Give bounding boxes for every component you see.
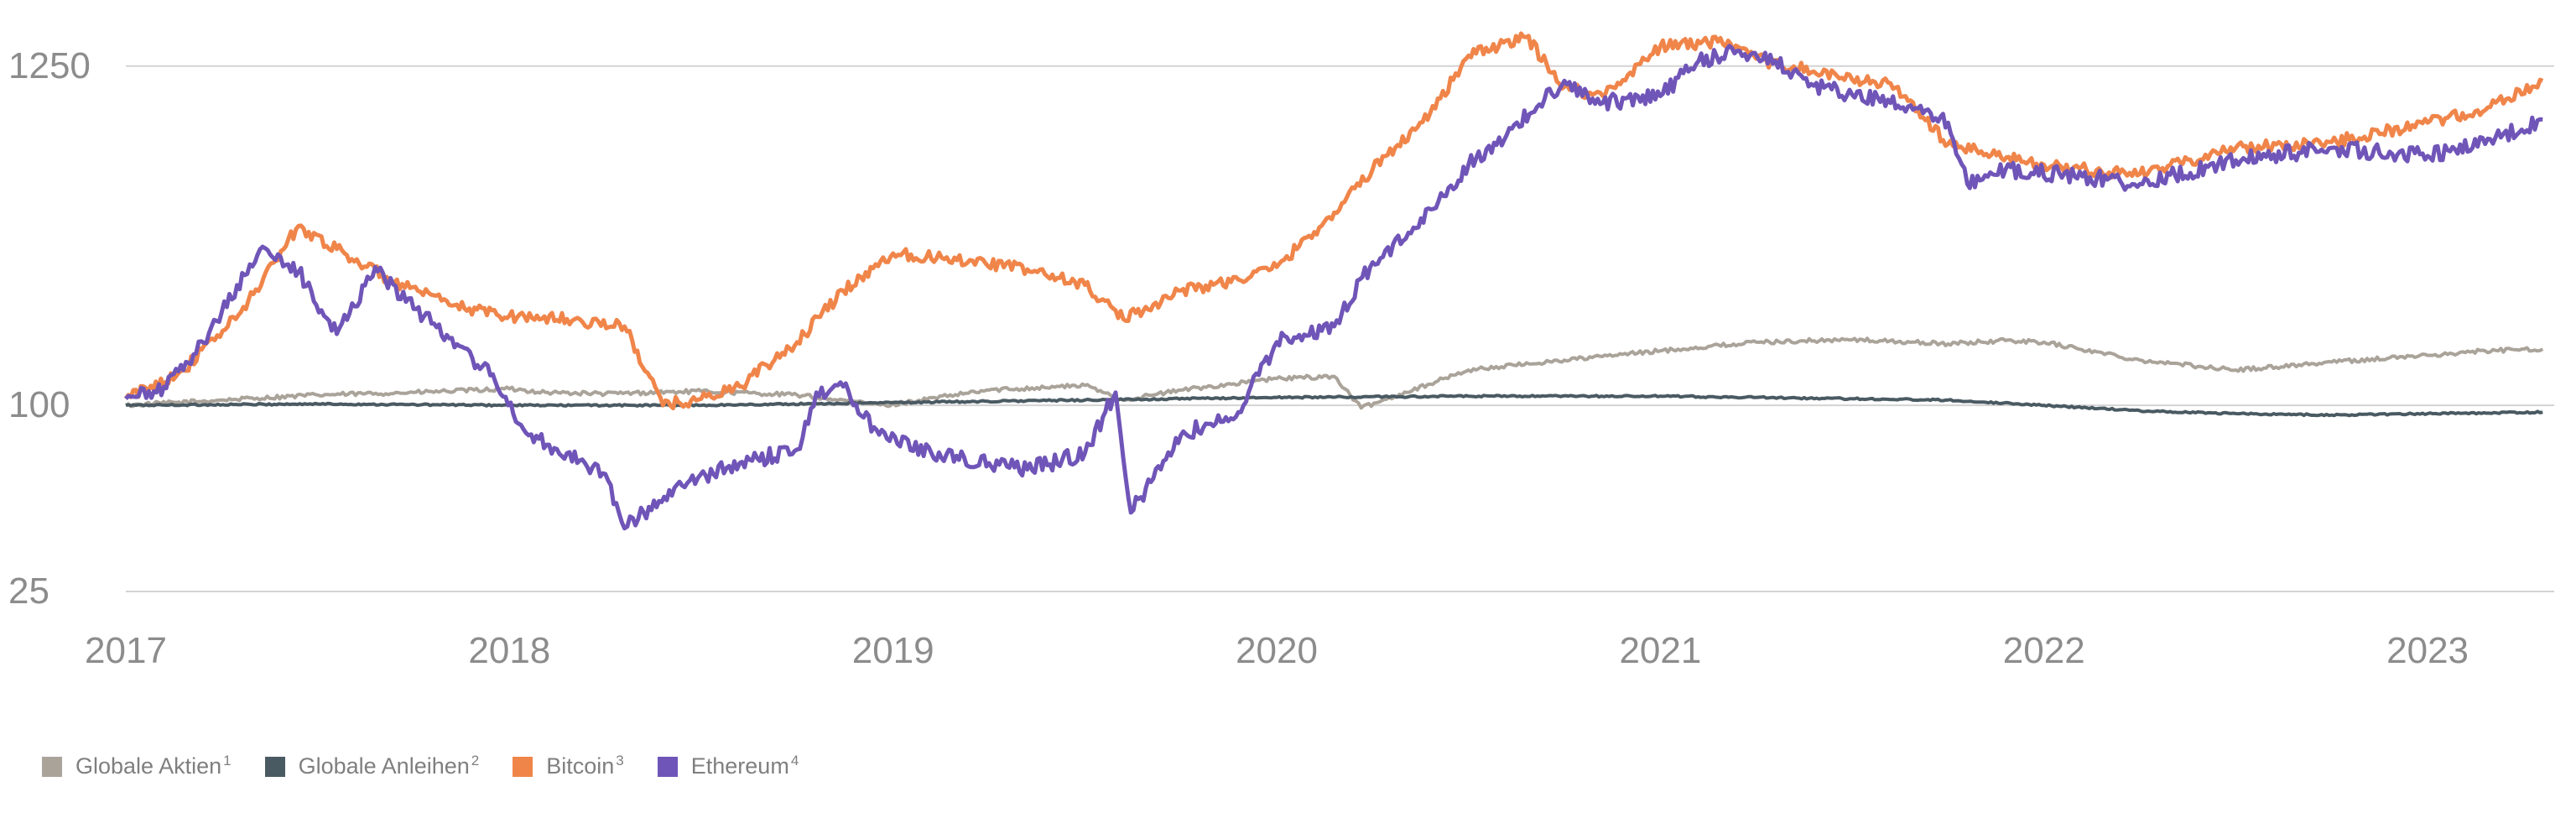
series-line-bitcoin <box>123 31 2544 411</box>
x-tick-label-2020: 2020 <box>1236 630 1318 671</box>
y-tick-labels: 25 100 1250 <box>8 45 91 612</box>
x-tick-label-2018: 2018 <box>468 630 550 671</box>
y-tick-label-1250: 1250 <box>8 45 91 86</box>
legend-label-globale-anleihen: Globale Anleihen 2 <box>298 753 480 779</box>
legend-swatch-bitcoin <box>513 756 533 777</box>
x-tick-label-2023: 2023 <box>2386 630 2469 671</box>
series-line-globale-anleihen <box>125 393 2543 418</box>
legend-item-globale-aktien[interactable]: Globale Aktien 1 <box>42 753 232 779</box>
y-tick-label-25: 25 <box>8 571 49 612</box>
legend-item-globale-anleihen[interactable]: Globale Anleihen 2 <box>264 753 480 779</box>
legend-item-bitcoin[interactable]: Bitcoin 3 <box>513 753 624 779</box>
series-line-ethereum <box>124 44 2543 531</box>
series-line-globale-aktien <box>124 336 2544 410</box>
y-tick-label-100: 100 <box>8 384 70 425</box>
legend-item-ethereum[interactable]: Ethereum 4 <box>657 753 799 779</box>
series-lines <box>123 31 2544 531</box>
legend: Globale Aktien 1 Globale Anleihen 2 Bitcoi… <box>42 753 832 779</box>
x-tick-label-2022: 2022 <box>2003 630 2085 671</box>
x-tick-label-2017: 2017 <box>85 630 167 671</box>
x-tick-label-2019: 2019 <box>852 630 934 671</box>
x-tick-label-2021: 2021 <box>1619 630 1701 671</box>
legend-label-globale-aktien: Globale Aktien 1 <box>75 753 232 779</box>
legend-swatch-globale-anleihen <box>264 756 285 777</box>
x-tick-labels: 2017 2018 2019 2020 2021 2022 2023 <box>85 630 2469 671</box>
grid-lines <box>126 65 2554 592</box>
legend-label-ethereum: Ethereum 4 <box>690 753 799 779</box>
legend-swatch-ethereum <box>657 756 678 777</box>
legend-swatch-globale-aktien <box>42 756 62 777</box>
legend-label-bitcoin: Bitcoin 3 <box>546 753 624 779</box>
